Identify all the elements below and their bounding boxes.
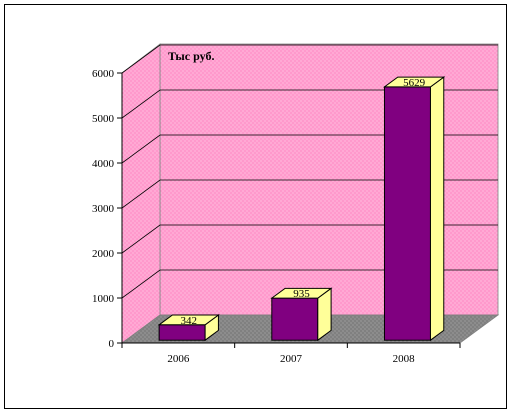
side-wall bbox=[121, 43, 161, 344]
data-label: 342 bbox=[181, 315, 198, 327]
y-tick-label: 0 bbox=[109, 338, 115, 350]
y-tick-label: 2000 bbox=[92, 248, 115, 260]
x-tick-label: 2008 bbox=[393, 353, 416, 365]
data-label: 935 bbox=[293, 288, 310, 300]
unit-label: Тыс руб. bbox=[168, 49, 214, 63]
bar-top bbox=[157, 314, 220, 326]
bar-top bbox=[382, 76, 446, 88]
bar-front bbox=[383, 86, 431, 341]
bar-side bbox=[429, 76, 445, 342]
y-axis-ticks: 0 1000 2000 3000 4000 5000 6000 bbox=[92, 68, 122, 350]
y-tick-label: 3000 bbox=[92, 203, 115, 215]
data-label: 5629 bbox=[403, 77, 426, 89]
bar-front bbox=[271, 297, 319, 341]
bar-front bbox=[158, 324, 206, 341]
y-tick-label: 6000 bbox=[92, 68, 115, 80]
x-tick-label: 2007 bbox=[280, 353, 303, 365]
back-wall bbox=[159, 43, 499, 316]
bar-top bbox=[270, 287, 333, 299]
x-tick-label: 2006 bbox=[167, 353, 190, 365]
y-tick-label: 1000 bbox=[92, 293, 115, 305]
y-tick-label: 5000 bbox=[92, 113, 115, 125]
gridline bbox=[121, 44, 498, 74]
y-tick-label: 4000 bbox=[92, 158, 115, 170]
x-axis-ticks: 2006 2007 2008 bbox=[121, 343, 461, 365]
bars: 342 935 5629 bbox=[157, 76, 446, 342]
